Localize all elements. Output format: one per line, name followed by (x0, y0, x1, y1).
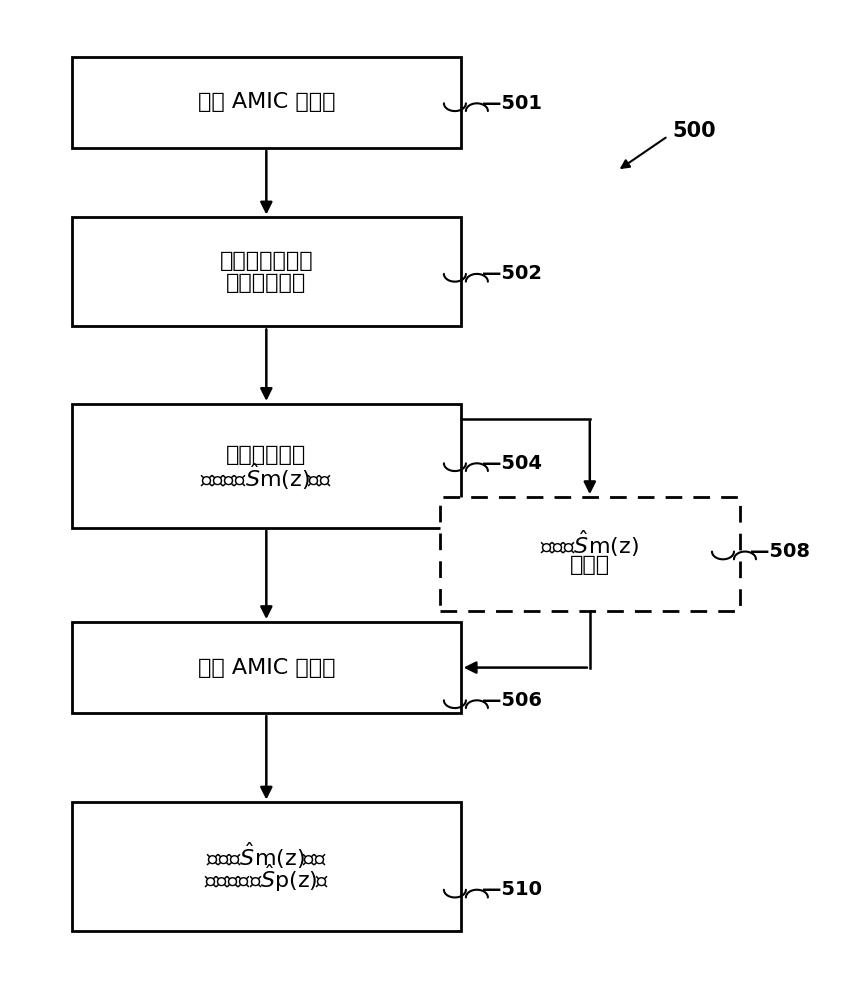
Text: 将图片$\hat{S}$m(z): 将图片$\hat{S}$m(z) (540, 528, 638, 559)
Text: —501: —501 (481, 94, 542, 113)
Bar (72, 57, 461, 148)
Text: 启用 AMIC 自适应: 启用 AMIC 自适应 (197, 92, 334, 112)
Bar (72, 217, 461, 326)
Text: 计算图片$\hat{S}$m(z)参数: 计算图片$\hat{S}$m(z)参数 (200, 461, 332, 492)
Text: 停用 AMIC 自适应: 停用 AMIC 自适应 (197, 658, 334, 678)
Bar (72, 404, 461, 528)
Text: —510: —510 (481, 880, 542, 899)
Text: —502: —502 (481, 264, 542, 283)
Text: 复制到图片$\hat{S}$p(z)中: 复制到图片$\hat{S}$p(z)中 (204, 862, 328, 894)
Text: —506: —506 (481, 691, 542, 710)
Text: —508: —508 (749, 542, 809, 561)
Text: 500: 500 (671, 121, 715, 141)
Text: 应用音乐信号来: 应用音乐信号来 (219, 251, 313, 271)
Text: 使用测试信号: 使用测试信号 (226, 445, 306, 465)
Bar (439, 497, 739, 611)
Text: 将图片$\hat{S}$m(z)参数: 将图片$\hat{S}$m(z)参数 (206, 841, 327, 871)
Text: —504: —504 (481, 454, 542, 473)
Bar (72, 802, 461, 931)
Text: 作为测试信号: 作为测试信号 (226, 273, 306, 293)
Bar (72, 622, 461, 713)
Text: 格式化: 格式化 (569, 555, 609, 575)
